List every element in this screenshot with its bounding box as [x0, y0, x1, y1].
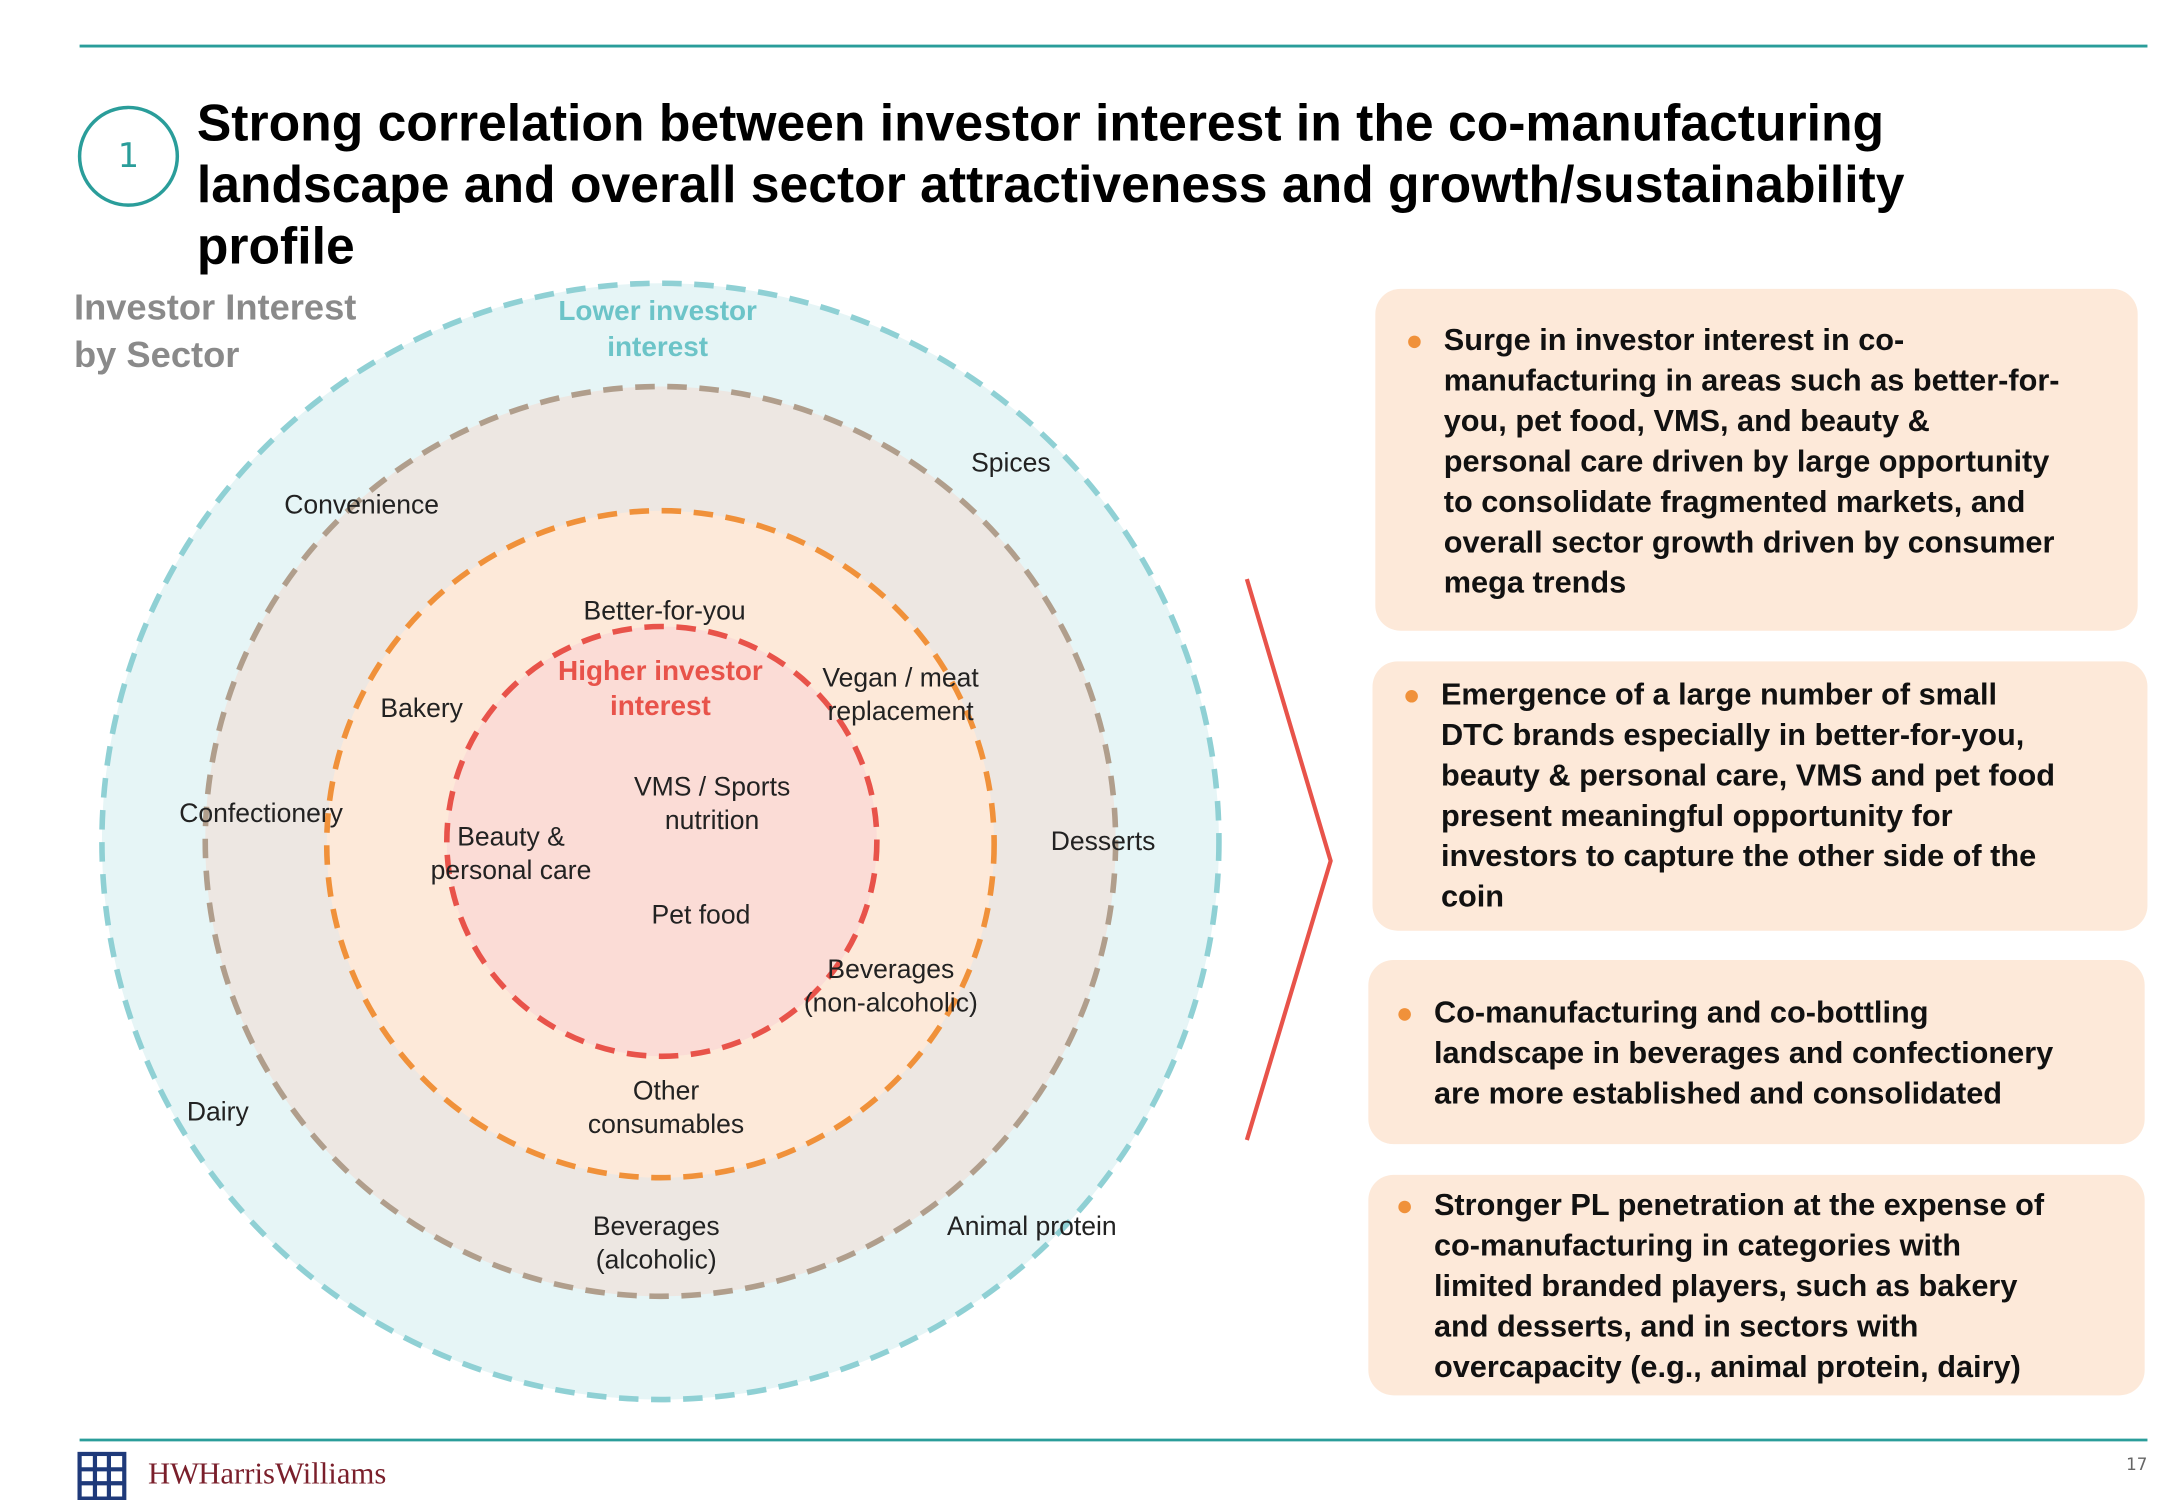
sector-label: Spices [971, 448, 1051, 478]
bullet-dot [1405, 690, 1418, 703]
ring-inner [444, 623, 880, 1060]
title-line: Strong correlation between investor inte… [197, 94, 1884, 152]
sector-label: Beverages [593, 1211, 720, 1241]
bullet-line: personal care driven by large opportunit… [1444, 443, 2050, 478]
bullet-line: limited branded players, such as bakery [1434, 1268, 2018, 1303]
callout-box [1368, 1174, 2145, 1396]
sector-label: (alcoholic) [596, 1244, 717, 1274]
bullet-line: landscape in beverages and confectionery [1434, 1035, 2053, 1070]
sector-label: Beauty & [457, 822, 565, 852]
bullet-line: overcapacity (e.g., animal protein, dair… [1434, 1349, 2021, 1384]
diagram-title: by Sector [74, 334, 239, 375]
sector-label: personal care [431, 855, 592, 885]
ring-label-outer: interest [607, 331, 708, 362]
sector-label: VMS / Sports [634, 771, 790, 801]
sector-label: nutrition [665, 805, 759, 835]
bullet-line: beauty & personal care, VMS and pet food [1441, 757, 2055, 792]
sector-label: Bakery [380, 693, 463, 723]
bullet-line: are more established and consolidated [1434, 1075, 2002, 1110]
slide-number: 1 [118, 136, 139, 175]
bullet-line: Co-manufacturing and co-bottling [1434, 995, 1929, 1030]
bullet-line: you, pet food, VMS, and beauty & [1444, 403, 1930, 438]
callout-box [1375, 288, 2138, 631]
sector-label: (non-alcoholic) [804, 988, 978, 1018]
bullet-line: overall sector growth driven by consumer [1444, 524, 2055, 559]
bullet-line: Surge in investor interest in co- [1444, 322, 1905, 357]
callout-box [1372, 661, 2148, 931]
bullet-line: manufacturing in areas such as better-fo… [1444, 362, 2060, 397]
bullet-line: coin [1441, 879, 1504, 914]
sector-label: Confectionery [179, 798, 343, 828]
sector-label: Vegan / meat [822, 663, 979, 693]
bullet-line: present meaningful opportunity for [1441, 798, 1953, 833]
ring-label-inner: Higher investor [558, 655, 763, 686]
sector-label: Dairy [187, 1096, 250, 1126]
sector-label: Convenience [284, 490, 439, 520]
logo-text: HarrisWilliams [198, 1456, 386, 1490]
logo-icon [77, 1451, 127, 1500]
ring-label-outer: Lower investor [558, 295, 757, 326]
sector-label: replacement [828, 696, 975, 726]
bullet-line: investors to capture the other side of t… [1441, 838, 2036, 873]
bullet-line: Emergence of a large number of small [1441, 676, 1997, 711]
bullet-line: and desserts, and in sectors with [1434, 1308, 1918, 1343]
sector-label: Better-for-you [584, 596, 746, 626]
bullet-line: to consolidate fragmented markets, and [1444, 484, 2026, 519]
sector-label: Other [633, 1076, 700, 1106]
ring-label-inner: interest [610, 690, 711, 721]
bullet-line: mega trends [1444, 565, 1627, 600]
chevron [1244, 578, 1333, 1141]
page-number: 17 [2126, 1454, 2147, 1474]
number-badge [77, 105, 180, 207]
sector-label: consumables [588, 1109, 744, 1139]
bullet-dot [1398, 1200, 1411, 1214]
bullet-dot [1398, 1008, 1411, 1021]
bullet-line: co-manufacturing in categories with [1434, 1228, 1961, 1263]
sector-label: Pet food [652, 900, 751, 930]
title-line: landscape and overall sector attractiven… [197, 155, 1905, 213]
sector-label: Desserts [1051, 826, 1156, 856]
bullet-line: Stronger PL penetration at the expense o… [1434, 1187, 2045, 1222]
diagram-title: Investor Interest [74, 286, 356, 327]
sector-label: Animal protein [947, 1211, 1117, 1241]
logo-mark: HW [148, 1456, 199, 1490]
callout-box [1368, 960, 2145, 1145]
title-line: profile [197, 216, 355, 274]
bullet-line: DTC brands especially in better-for-you, [1441, 717, 2024, 752]
sector-label: Beverages [827, 954, 954, 984]
bullet-dot [1408, 335, 1421, 349]
